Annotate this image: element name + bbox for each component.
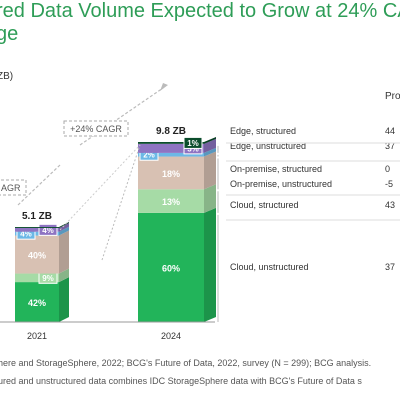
cagr-box — [63, 120, 129, 137]
data-label-2021-4: 4% — [20, 230, 32, 239]
total-label-2021: 5.1 ZB — [22, 211, 52, 222]
bar-segment-2021-1 — [15, 282, 59, 322]
bar-segment-2021-6 — [15, 227, 59, 228]
bar-segment-2024-3 — [138, 156, 204, 190]
x-tick-label-2024: 2024 — [161, 331, 181, 341]
bar-segment-side-2024-3 — [204, 151, 216, 190]
chart-title-line-2: ge — [0, 23, 19, 45]
total-label-2024: 9.8 ZB — [156, 126, 186, 137]
legend-value-2: 43 — [385, 200, 395, 210]
cagr-partial-box — [0, 179, 27, 196]
data-label-2024-2: 13% — [162, 197, 180, 207]
bar-segment-2021-3 — [15, 235, 59, 274]
data-label-2021-2: 9% — [42, 274, 54, 283]
projection-column-header: Pro — [385, 91, 400, 102]
legend-label-4: On-premise, structured — [230, 164, 322, 174]
data-label-box-2021-5 — [38, 223, 58, 236]
bar-segment-2024-5 — [138, 143, 204, 153]
bar-segment-side-2024-5 — [204, 138, 216, 153]
data-label-2021-3: 40% — [28, 251, 46, 261]
bar-segment-side-2024-2 — [204, 184, 216, 213]
cagr-partial-label: AGR — [1, 183, 21, 193]
legend-label-5: Edge, unstructured — [230, 141, 306, 151]
bar-segment-side-2021-3 — [59, 230, 69, 274]
data-label-2024-1: 60% — [162, 263, 180, 273]
bar-segment-2024-4 — [138, 152, 204, 157]
bar-segment-side-2024-4 — [204, 147, 216, 157]
bar-segment-2021-2 — [15, 273, 59, 283]
chart-title-line-1: red Data Volume Expected to Grow at 24% … — [0, 0, 400, 22]
methodology-note: ured and unstructured data combines IDC … — [0, 376, 362, 386]
legend-value-3: -5 — [385, 179, 393, 189]
x-tick-label-2021: 2021 — [27, 331, 47, 341]
legend-value-5: 37 — [385, 141, 395, 151]
bar-segment-side-2021-4 — [59, 226, 69, 236]
bar-segment-side-2021-2 — [59, 268, 69, 283]
bar-segment-side-2021-1 — [59, 277, 69, 322]
data-label-box-2024-6 — [183, 136, 203, 149]
data-label-2021-1: 42% — [28, 298, 46, 308]
legend-label-2: Cloud, structured — [230, 200, 299, 210]
legend-label-3: On-premise, unstructured — [230, 179, 332, 189]
connector-2021-2024-b — [59, 144, 141, 231]
data-label-2024-3: 18% — [162, 169, 180, 179]
legend-label-6: Edge, structured — [230, 126, 296, 136]
data-label-2024-4: 2% — [143, 151, 155, 160]
connector-2021-2024 — [101, 144, 141, 261]
bar-segment-side-2024-1 — [204, 207, 216, 322]
bar-segment-2021-5 — [15, 227, 59, 232]
data-label-2024-6: 1% — [187, 139, 199, 148]
chart-title: red Data Volume Expected to Grow at 24% … — [0, 0, 400, 46]
bar-segment-2024-6 — [138, 142, 204, 144]
data-label-2021-5: 4% — [42, 226, 54, 235]
cagr-label: +24% CAGR — [70, 124, 122, 134]
bar-segment-side-2024-6 — [204, 137, 216, 144]
bar-segment-side-2021-5 — [59, 222, 69, 232]
cagr-arrow-head — [160, 83, 168, 91]
legend-label-1: Cloud, unstructured — [230, 262, 309, 272]
bar-segment-2024-1 — [138, 212, 204, 322]
bar-segment-2021-4 — [15, 231, 59, 236]
legend-value-1: 37 — [385, 262, 395, 272]
unit-label: ZB) — [0, 71, 14, 82]
legend-value-6: 44 — [385, 126, 395, 136]
bar-segment-2024-2 — [138, 189, 204, 213]
source-note: here and StorageSphere, 2022; BCG's Futu… — [0, 358, 372, 368]
legend-value-4: 0 — [385, 164, 390, 174]
